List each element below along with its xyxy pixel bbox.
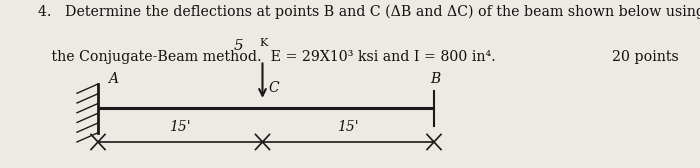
Text: K: K <box>260 38 268 48</box>
Text: B: B <box>430 72 441 86</box>
Text: C: C <box>268 81 279 95</box>
Text: 4.   Determine the deflections at points B and C (ΔB and ΔC) of the beam shown b: 4. Determine the deflections at points B… <box>38 5 700 19</box>
Text: A: A <box>108 72 118 86</box>
Text: 15': 15' <box>337 120 359 134</box>
Text: 15': 15' <box>169 120 191 134</box>
Text: 20 points: 20 points <box>612 50 679 64</box>
Text: 5: 5 <box>234 39 244 53</box>
Text: the Conjugate-Beam method.  E = 29X10³ ksi and I = 800 in⁴.: the Conjugate-Beam method. E = 29X10³ ks… <box>38 50 496 64</box>
